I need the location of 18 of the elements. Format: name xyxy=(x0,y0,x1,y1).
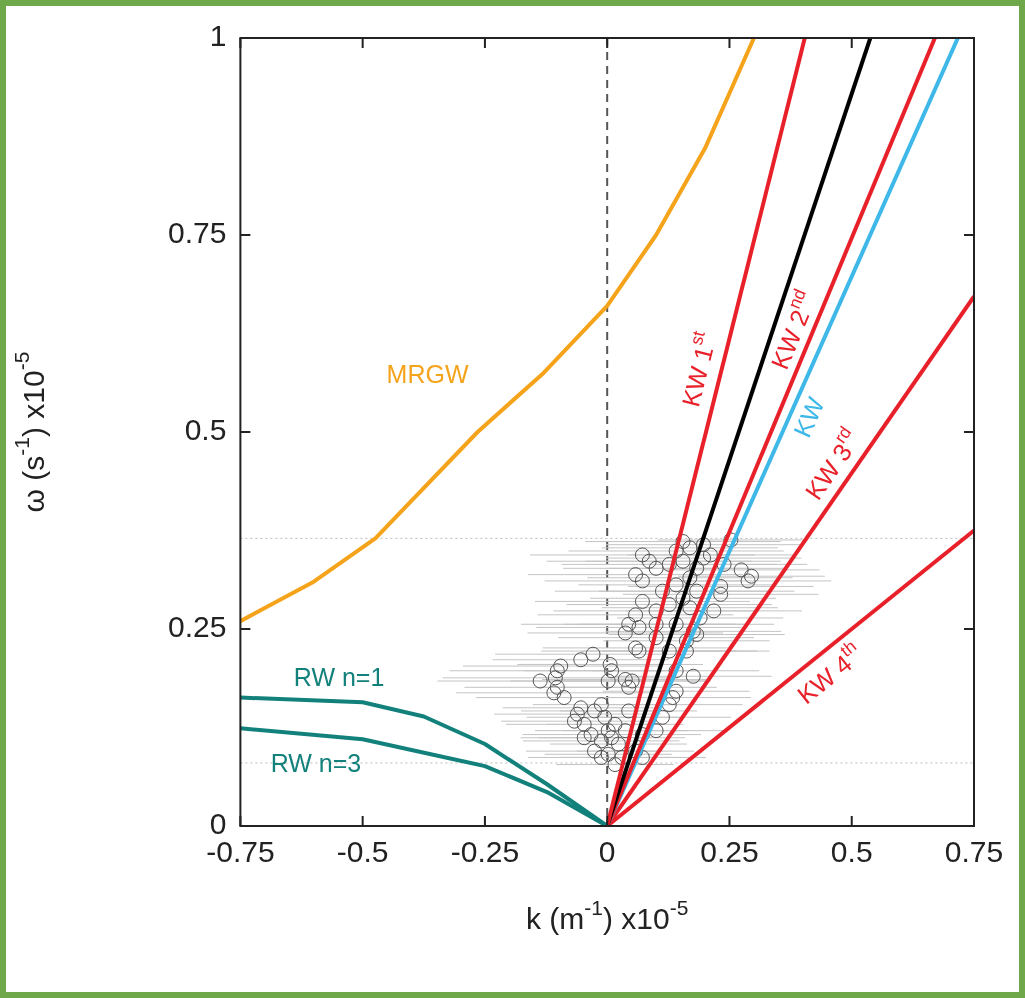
y-axis-title: ω (s-1) x10-5 xyxy=(10,351,50,513)
x-tick-label: -0.25 xyxy=(450,835,520,869)
y-tick-label: 0.75 xyxy=(168,216,227,250)
series-label: RW n=3 xyxy=(270,749,362,778)
text: KW xyxy=(787,392,830,442)
x-tick-label: 0.75 xyxy=(944,835,1004,869)
y-tick-label: 0.5 xyxy=(184,413,227,447)
series-label: RW n=1 xyxy=(293,663,385,692)
x-tick-label: 0.5 xyxy=(830,835,873,869)
y-tick-label: 1 xyxy=(209,19,227,53)
text: KW 2nd xyxy=(765,285,815,374)
series-label: MRGW xyxy=(386,360,469,389)
x-tick-label: 0.25 xyxy=(700,835,759,869)
text: KW 4th xyxy=(791,636,861,710)
x-tick-label: 0 xyxy=(598,835,616,869)
text: KW 1st xyxy=(676,328,719,410)
y-tick-label: 0.25 xyxy=(168,610,227,644)
x-tick-label: -0.5 xyxy=(336,835,389,869)
